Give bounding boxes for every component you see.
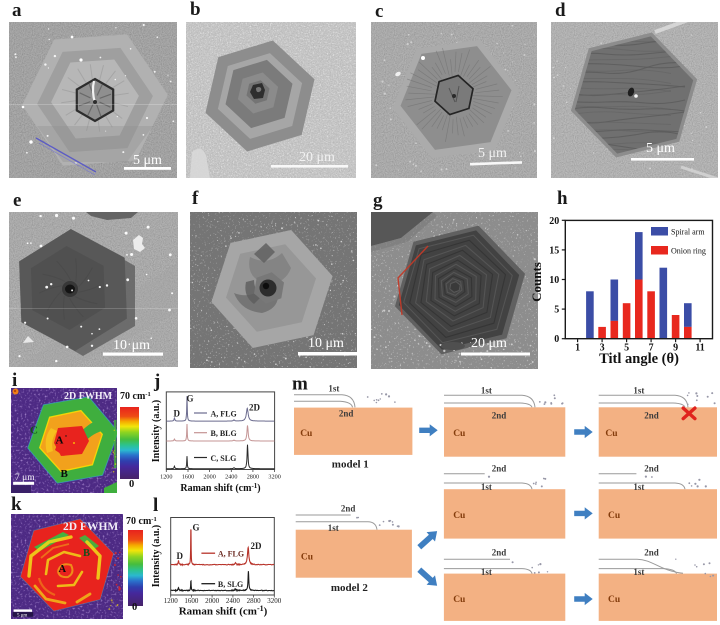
svg-text:11: 11 (695, 343, 704, 354)
svg-text:2nd: 2nd (339, 409, 354, 419)
svg-text:10: 10 (549, 275, 559, 286)
svg-text:2000: 2000 (203, 474, 215, 481)
svg-text:5: 5 (624, 343, 629, 354)
svg-text:Titl angle (θ): Titl angle (θ) (599, 351, 679, 367)
svg-text:2nd: 2nd (644, 411, 659, 421)
svg-text:Cu: Cu (301, 552, 314, 562)
svg-text:10·μm: 10·μm (113, 338, 150, 353)
svg-text:Cu: Cu (608, 511, 621, 521)
svg-text:2D: 2D (251, 541, 263, 551)
svg-text:2D FWHM: 2D FWHM (64, 391, 113, 402)
svg-text:5 μm: 5 μm (646, 141, 675, 156)
svg-text:1st: 1st (633, 567, 644, 577)
svg-text:1st: 1st (633, 482, 644, 492)
svg-text:1200: 1200 (160, 474, 172, 481)
svg-text:15: 15 (549, 245, 559, 256)
svg-text:1st: 1st (481, 482, 492, 492)
svg-text:2nd: 2nd (492, 547, 507, 557)
svg-text:2nd: 2nd (492, 411, 507, 421)
svg-text:1st: 1st (328, 383, 339, 393)
svg-text:2nd: 2nd (644, 463, 659, 473)
svg-text:7: 7 (649, 343, 654, 354)
svg-text:B: B (61, 468, 69, 480)
svg-text:1600: 1600 (182, 474, 194, 481)
svg-text:3200: 3200 (268, 474, 280, 481)
svg-text:B: B (83, 548, 90, 559)
svg-text:2D: 2D (249, 403, 261, 413)
svg-text:Spiral arm: Spiral arm (671, 228, 705, 237)
svg-text:Cu: Cu (300, 429, 313, 439)
svg-text:0: 0 (554, 334, 559, 345)
svg-text:Cu: Cu (453, 595, 466, 605)
svg-text:model 2: model 2 (331, 582, 368, 594)
svg-text:9: 9 (673, 343, 678, 354)
svg-text:C, SLG: C, SLG (211, 454, 237, 463)
svg-text:1: 1 (575, 343, 580, 354)
svg-text:10 μm: 10 μm (308, 336, 344, 351)
svg-text:2nd: 2nd (492, 463, 507, 473)
svg-text:2800: 2800 (247, 474, 259, 481)
svg-text:Cu: Cu (453, 511, 466, 521)
svg-text:1st: 1st (633, 386, 644, 396)
svg-text:2000: 2000 (205, 597, 220, 605)
svg-text:B, BLG: B, BLG (211, 429, 237, 438)
svg-text:5 μm: 5 μm (17, 613, 27, 618)
svg-text:1st: 1st (328, 523, 339, 533)
svg-text:A, FLG: A, FLG (218, 550, 244, 559)
svg-text:20: 20 (549, 216, 559, 227)
svg-text:G: G (193, 523, 200, 533)
svg-text:2400: 2400 (226, 597, 241, 605)
svg-text:Cu: Cu (608, 595, 621, 605)
svg-text:1200: 1200 (164, 597, 179, 605)
svg-text:C: C (30, 425, 38, 437)
svg-text:7 μm: 7 μm (15, 473, 35, 483)
svg-text:A, FLG: A, FLG (211, 410, 237, 419)
svg-text:Intensity (a.u.): Intensity (a.u.) (151, 400, 162, 463)
svg-text:5 μm: 5 μm (478, 146, 507, 161)
svg-text:m: m (292, 375, 308, 395)
svg-text:G: G (187, 394, 194, 404)
svg-text:Raman shift (cm-1): Raman shift (cm-1) (180, 482, 260, 494)
svg-text:Cu: Cu (453, 429, 466, 439)
svg-text:Intensity (a.u.): Intensity (a.u.) (151, 525, 162, 588)
svg-text:Counts: Counts (530, 262, 544, 302)
svg-text:3: 3 (600, 343, 605, 354)
svg-text:2nd: 2nd (341, 503, 356, 513)
svg-text:Onion ring: Onion ring (671, 247, 706, 256)
svg-text:D: D (177, 551, 184, 561)
svg-text:2D FWHM: 2D FWHM (63, 521, 118, 533)
svg-text:1st: 1st (481, 567, 492, 577)
svg-text:Cu: Cu (605, 429, 618, 439)
svg-text:20 μm: 20 μm (299, 150, 335, 165)
svg-text:1st: 1st (481, 386, 492, 396)
svg-text:Raman shift (cm-1): Raman shift (cm-1) (179, 604, 268, 618)
svg-text:A: A (59, 564, 67, 575)
svg-text:2400: 2400 (225, 474, 237, 481)
svg-text:1600: 1600 (184, 597, 199, 605)
svg-text:2800: 2800 (247, 597, 262, 605)
svg-text:5: 5 (554, 305, 559, 316)
svg-text:20 μm: 20 μm (471, 336, 507, 351)
svg-text:2nd: 2nd (644, 547, 659, 557)
svg-text:3200: 3200 (267, 597, 282, 605)
svg-text:5 μm: 5 μm (133, 153, 162, 168)
svg-text:D: D (174, 409, 181, 419)
svg-text:model 1: model 1 (332, 459, 369, 471)
svg-text:B, SLG: B, SLG (218, 580, 243, 589)
svg-text:A: A (56, 435, 64, 447)
